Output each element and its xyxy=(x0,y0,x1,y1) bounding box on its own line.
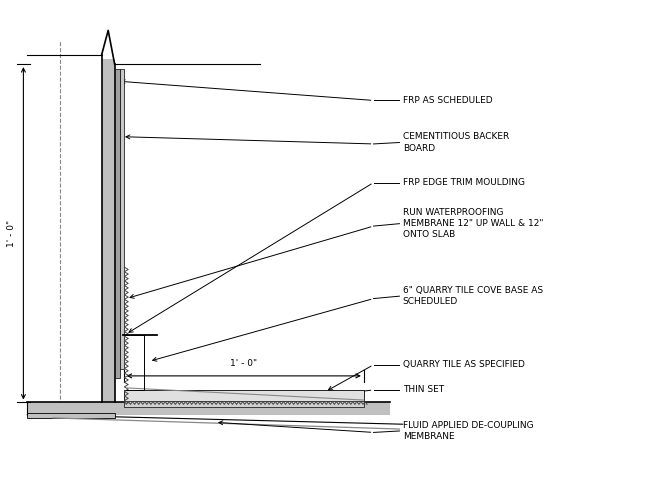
Bar xyxy=(101,59,114,402)
Bar xyxy=(124,390,364,402)
Text: RUN WATERPROOFING
MEMBRANE 12" UP WALL & 12"
ONTO SLAB: RUN WATERPROOFING MEMBRANE 12" UP WALL &… xyxy=(402,208,543,239)
Text: 1' - 0": 1' - 0" xyxy=(7,220,16,247)
Text: QUARRY TILE AS SPECIFIED: QUARRY TILE AS SPECIFIED xyxy=(402,360,525,369)
Bar xyxy=(124,401,364,407)
Bar xyxy=(27,402,390,415)
Text: FLUID APPLIED DE-COUPLING
MEMBRANE: FLUID APPLIED DE-COUPLING MEMBRANE xyxy=(402,421,533,441)
Text: CEMENTITIOUS BACKER
BOARD: CEMENTITIOUS BACKER BOARD xyxy=(402,133,509,153)
Text: THIN SET: THIN SET xyxy=(402,385,444,395)
Bar xyxy=(27,413,114,418)
Bar xyxy=(114,69,120,378)
Text: FRP AS SCHEDULED: FRP AS SCHEDULED xyxy=(402,96,492,105)
Text: 6" QUARRY TILE COVE BASE AS
SCHEDULED: 6" QUARRY TILE COVE BASE AS SCHEDULED xyxy=(402,286,543,306)
Bar xyxy=(120,69,124,369)
Text: FRP EDGE TRIM MOULDING: FRP EDGE TRIM MOULDING xyxy=(402,178,525,187)
Text: 1' - 0": 1' - 0" xyxy=(230,359,257,368)
